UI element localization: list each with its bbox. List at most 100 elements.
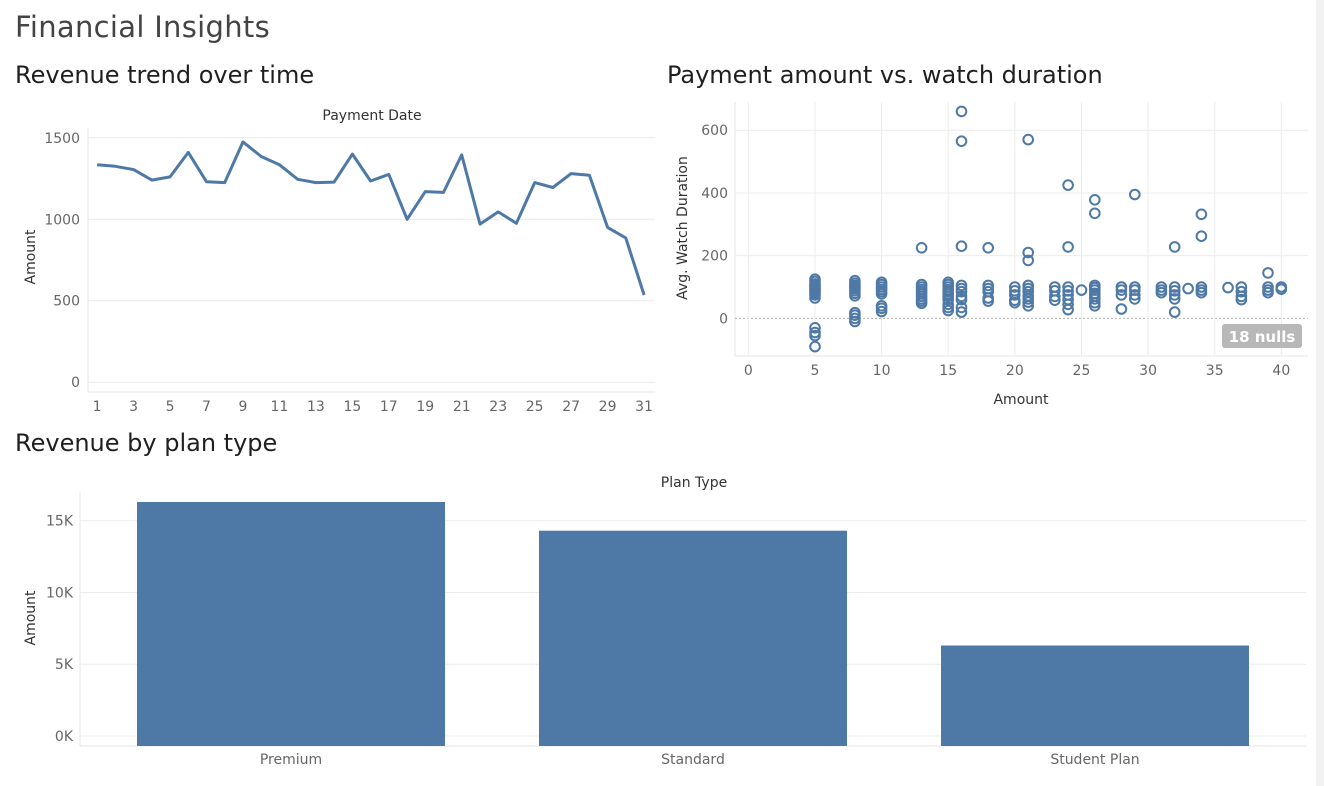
scatter-point[interactable] xyxy=(1009,289,1021,301)
scatter-point[interactable] xyxy=(1089,194,1101,206)
scatter-point[interactable] xyxy=(1089,293,1101,305)
scatter-point[interactable] xyxy=(955,285,968,298)
scatter-point[interactable] xyxy=(849,315,861,328)
line-header-title: Payment Date xyxy=(322,108,421,124)
amount-vs-duration-scatter[interactable]: Avg. Watch Duration Amount 0 200 400 600 0 5… xyxy=(660,100,1316,420)
scatter-point[interactable] xyxy=(982,242,995,254)
scatter-point[interactable] xyxy=(1129,188,1141,201)
scatter-x-tick-label: 10 xyxy=(873,363,891,379)
scatter-point[interactable] xyxy=(1022,133,1035,146)
scatter-point[interactable] xyxy=(1168,289,1181,301)
scatter-x-tick-label: 20 xyxy=(1006,363,1024,379)
scatter-point[interactable] xyxy=(915,242,928,254)
revenue-by-plan-chart[interactable]: Plan Type Amount 0K 5K 10K 15K Premium Stand… xyxy=(0,470,1316,786)
scatter-point[interactable] xyxy=(942,293,955,306)
scatter-point[interactable] xyxy=(955,135,968,148)
scatter-point[interactable] xyxy=(1075,284,1088,296)
scatter-point[interactable] xyxy=(1022,246,1035,259)
scatter-title: Payment amount vs. watch duration xyxy=(667,61,1103,89)
revenue-by-plan-title: Revenue by plan type xyxy=(15,429,278,457)
scatter-x-tick-label: 40 xyxy=(1272,363,1290,379)
line-x-tick-label: 29 xyxy=(599,399,617,415)
revenue-bar[interactable] xyxy=(941,645,1249,747)
scatter-point[interactable] xyxy=(1222,281,1234,294)
scatter-point[interactable] xyxy=(1235,285,1248,298)
bar-y-tick-label: 15K xyxy=(46,514,74,530)
line-x-tick-label: 31 xyxy=(635,399,653,415)
scatter-point[interactable] xyxy=(1022,300,1035,312)
scatter-point[interactable] xyxy=(1062,241,1074,253)
line-x-tick-label: 27 xyxy=(562,399,580,415)
scatter-point[interactable] xyxy=(849,290,861,302)
scatter-point[interactable] xyxy=(1129,289,1141,301)
scatter-point[interactable] xyxy=(1275,283,1288,295)
dashboard-scrollbar-gutter xyxy=(1316,0,1324,786)
scatter-point[interactable] xyxy=(955,105,968,118)
scatter-point[interactable] xyxy=(809,329,821,342)
scatter-y-tick-label: 200 xyxy=(701,249,728,265)
scatter-point[interactable] xyxy=(1262,267,1274,279)
scatter-point[interactable] xyxy=(1262,286,1274,299)
scatter-point[interactable] xyxy=(809,322,821,334)
scatter-point[interactable] xyxy=(1235,293,1248,306)
line-y-axis-title: Amount xyxy=(23,229,39,285)
scatter-point[interactable] xyxy=(1089,207,1101,220)
scatter-point[interactable] xyxy=(809,292,821,304)
scatter-point[interactable] xyxy=(1195,286,1208,299)
scatter-point[interactable] xyxy=(1049,294,1061,306)
scatter-point[interactable] xyxy=(1195,230,1208,242)
scatter-x-tick-label: 35 xyxy=(1206,363,1224,379)
line-y-tick-label: 1000 xyxy=(44,212,80,228)
scatter-point[interactable] xyxy=(1168,293,1181,305)
scatter-point[interactable] xyxy=(1022,296,1035,308)
scatter-point[interactable] xyxy=(875,305,888,318)
scatter-point[interactable] xyxy=(1168,281,1181,293)
scatter-point[interactable] xyxy=(809,340,821,353)
scatter-point[interactable] xyxy=(955,301,968,314)
bar-category-label: Student Plan xyxy=(1050,752,1139,768)
scatter-point[interactable] xyxy=(1115,284,1128,296)
scatter-point[interactable] xyxy=(942,304,955,317)
scatter-point[interactable] xyxy=(1195,208,1208,221)
scatter-point[interactable] xyxy=(1168,306,1181,318)
scatter-point[interactable] xyxy=(955,240,968,252)
scatter-point[interactable] xyxy=(955,293,968,306)
scatter-point[interactable] xyxy=(1115,289,1128,301)
scatter-point[interactable] xyxy=(1009,281,1021,293)
scatter-point[interactable] xyxy=(1062,298,1074,311)
scatter-point[interactable] xyxy=(1115,303,1128,315)
scatter-y-tick-label: 0 xyxy=(719,311,728,327)
revenue-trend-line[interactable] xyxy=(96,140,646,296)
scatter-point[interactable] xyxy=(1062,281,1074,293)
scatter-point[interactable] xyxy=(1062,303,1074,316)
line-x-tick-label: 19 xyxy=(416,399,434,415)
scatter-point[interactable] xyxy=(955,306,968,318)
scatter-point[interactable] xyxy=(875,288,888,300)
scatter-point[interactable] xyxy=(1062,179,1074,191)
scatter-point[interactable] xyxy=(1168,241,1181,253)
scatter-point[interactable] xyxy=(982,295,995,307)
revenue-bar[interactable] xyxy=(137,502,445,746)
scatter-point[interactable] xyxy=(1049,290,1061,303)
scatter-point[interactable] xyxy=(1129,293,1141,305)
scatter-y-tick-label: 600 xyxy=(701,123,728,139)
dashboard-title: Financial Insights xyxy=(15,10,270,44)
scatter-point[interactable] xyxy=(1009,296,1021,309)
scatter-x-tick-label: 25 xyxy=(1073,363,1091,379)
line-x-tick-label: 21 xyxy=(453,399,471,415)
scatter-point[interactable] xyxy=(915,297,928,310)
line-x-tick-label: 9 xyxy=(239,399,248,415)
scatter-point[interactable] xyxy=(1089,300,1101,312)
line-x-tick-label: 1 xyxy=(93,399,102,415)
bar-category-label: Standard xyxy=(661,752,725,768)
null-indicator-badge[interactable]: 18 nulls xyxy=(1222,324,1302,348)
scatter-point[interactable] xyxy=(1182,282,1194,295)
bar-y-tick-label: 0K xyxy=(55,729,74,745)
scatter-y-tick-label: 400 xyxy=(701,186,728,202)
scatter-point[interactable] xyxy=(1168,285,1181,297)
line-y-tick-label: 1500 xyxy=(44,131,80,147)
scatter-point[interactable] xyxy=(1022,254,1035,267)
revenue-bar[interactable] xyxy=(539,530,847,746)
scatter-point[interactable] xyxy=(1155,286,1168,299)
